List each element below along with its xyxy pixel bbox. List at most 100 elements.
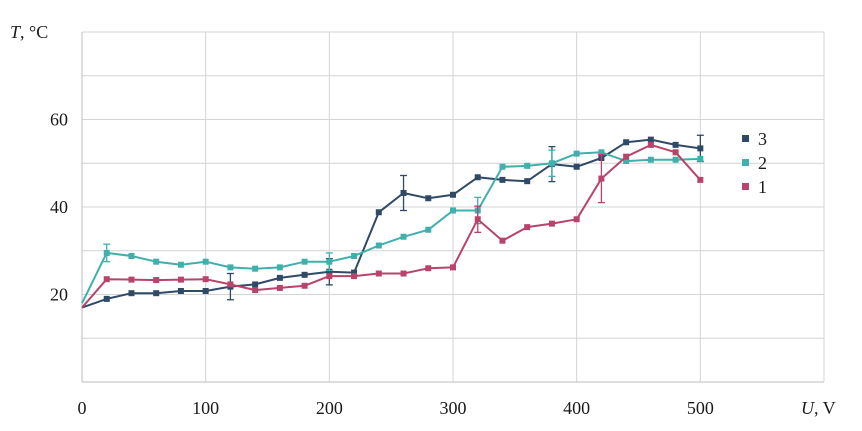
series-2 xyxy=(81,149,704,304)
data-point xyxy=(351,269,358,276)
data-point xyxy=(524,162,531,169)
data-point xyxy=(202,276,209,283)
data-point xyxy=(177,261,184,268)
data-point xyxy=(647,141,654,148)
data-point xyxy=(227,264,234,271)
data-point xyxy=(573,163,580,170)
series-3 xyxy=(81,134,704,309)
data-point xyxy=(548,220,555,227)
data-point xyxy=(598,149,605,156)
data-point xyxy=(375,270,382,277)
data-point xyxy=(375,209,382,216)
data-point xyxy=(153,290,160,297)
series-layer xyxy=(81,134,704,309)
y-tick-label: 20 xyxy=(50,285,68,305)
data-point xyxy=(499,176,506,183)
data-point xyxy=(326,268,333,275)
data-point xyxy=(697,155,704,162)
series-1 xyxy=(81,141,704,309)
data-point xyxy=(301,271,308,278)
data-point xyxy=(103,295,110,302)
legend-label: 3 xyxy=(758,129,767,149)
data-point xyxy=(499,163,506,170)
data-point xyxy=(153,277,160,284)
data-point xyxy=(202,288,209,294)
legend-label: 1 xyxy=(758,177,767,197)
data-point xyxy=(425,195,432,202)
x-tick-label: 500 xyxy=(687,398,714,418)
legend: 3 2 1 xyxy=(742,129,767,197)
data-point xyxy=(301,258,308,265)
data-point xyxy=(153,258,160,265)
data-point xyxy=(400,233,407,240)
y-axis-unit: , °C xyxy=(20,22,48,42)
data-point xyxy=(326,273,333,280)
data-point xyxy=(573,150,580,157)
data-point xyxy=(400,190,407,196)
data-point xyxy=(128,253,135,259)
y-axis-var: T xyxy=(10,22,22,42)
data-point xyxy=(276,284,283,291)
legend-item-2: 2 xyxy=(742,153,767,173)
data-point xyxy=(128,290,135,297)
data-point xyxy=(647,156,654,163)
data-point xyxy=(103,276,110,283)
y-axis-label: T, °C xyxy=(10,22,48,42)
data-point xyxy=(202,258,209,265)
data-point xyxy=(351,253,358,259)
axes: 0 100 200 300 400 500 20 40 60 xyxy=(50,32,824,418)
data-point xyxy=(276,264,283,271)
data-point xyxy=(573,216,580,223)
data-point xyxy=(177,288,184,294)
x-axis-label: U, V xyxy=(801,398,836,418)
grid xyxy=(82,31,825,382)
data-point xyxy=(450,264,456,271)
x-tick-label: 200 xyxy=(316,398,343,418)
data-point xyxy=(177,276,184,283)
series-line xyxy=(81,143,702,309)
x-tick-label: 400 xyxy=(563,398,590,418)
data-point xyxy=(598,175,605,182)
x-tick-label: 100 xyxy=(192,398,219,418)
legend-label: 2 xyxy=(758,153,767,173)
data-point xyxy=(474,216,481,223)
data-point xyxy=(375,242,382,249)
data-point xyxy=(351,273,358,280)
x-axis-unit: , V xyxy=(814,398,836,418)
data-point xyxy=(400,270,407,277)
data-point xyxy=(672,141,679,148)
data-point xyxy=(647,136,654,143)
data-point xyxy=(276,274,283,281)
data-point xyxy=(623,158,630,165)
data-point xyxy=(623,153,630,160)
y-tick-label: 60 xyxy=(50,110,68,130)
data-point xyxy=(524,224,531,231)
legend-item-1: 1 xyxy=(742,177,767,197)
data-point xyxy=(524,178,531,185)
data-point xyxy=(548,160,555,167)
data-point xyxy=(499,237,506,244)
data-point xyxy=(672,149,679,156)
series-line xyxy=(81,151,701,304)
data-point xyxy=(227,281,234,288)
legend-item-3: 3 xyxy=(742,129,767,149)
data-point xyxy=(128,276,135,283)
data-point xyxy=(252,265,259,272)
data-point xyxy=(425,226,432,233)
data-point xyxy=(450,191,456,198)
data-point xyxy=(252,287,259,294)
legend-swatch xyxy=(742,159,749,166)
y-tick-label: 40 xyxy=(50,197,68,217)
data-point xyxy=(474,174,481,181)
data-point xyxy=(252,281,259,288)
data-point xyxy=(697,176,704,183)
x-axis-var: U xyxy=(801,398,815,418)
data-point xyxy=(326,258,333,265)
x-tick-label: 300 xyxy=(440,398,467,418)
axis-labels: T, °C U, V xyxy=(10,22,836,418)
x-tick-label: 0 xyxy=(78,398,87,418)
data-point xyxy=(697,145,704,152)
data-point xyxy=(301,282,308,289)
series-line xyxy=(81,138,701,309)
